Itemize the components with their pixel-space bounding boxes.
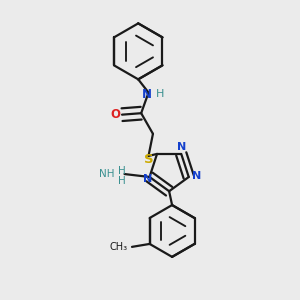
Text: H: H (155, 89, 164, 99)
Text: N: N (177, 142, 187, 152)
Text: N: N (142, 174, 152, 184)
Text: S: S (144, 153, 153, 166)
Text: O: O (110, 108, 121, 121)
Text: NH: NH (99, 169, 115, 179)
Text: CH₃: CH₃ (110, 242, 128, 252)
Text: N: N (142, 88, 152, 100)
Text: H: H (118, 176, 125, 185)
Text: N: N (192, 170, 202, 181)
Text: H: H (118, 166, 125, 176)
